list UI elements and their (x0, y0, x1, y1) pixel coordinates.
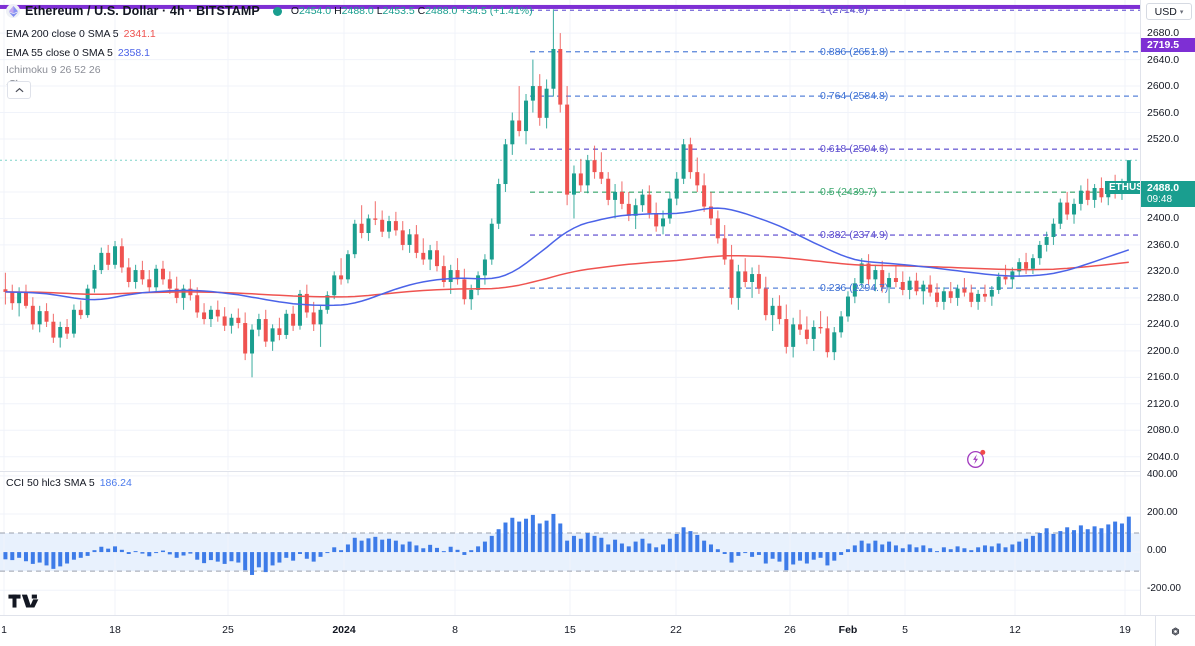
time-tick: Feb (838, 624, 858, 636)
price-chart-svg (0, 0, 1140, 470)
time-tick: 12 (1009, 624, 1021, 636)
price-tick: 2600.0 (1147, 80, 1180, 93)
indicator-legend-ema55[interactable]: EMA 55 close 0 SMA 5 2358.1 (6, 47, 150, 59)
price-tick: 2120.0 (1147, 397, 1180, 410)
time-tick: 5 (902, 624, 908, 636)
time-tick: 8 (452, 624, 458, 636)
time-tick: 18 (109, 624, 121, 636)
price-tick: 2560.0 (1147, 106, 1180, 119)
chart-settings-button[interactable] (1155, 616, 1195, 646)
indicator-value: 2358.1 (117, 47, 150, 59)
price-tick: 2360.0 (1147, 238, 1180, 251)
price-tick: 2200.0 (1147, 344, 1180, 357)
symbol-tag-text: ETHUSD (1109, 182, 1151, 193)
cci-chart-svg (0, 472, 1140, 615)
time-tick: 2024 (332, 624, 356, 636)
time-tick: 19 (1119, 624, 1131, 636)
indicator-value: 2341.1 (123, 28, 156, 40)
currency-value: USD (1154, 5, 1177, 18)
cci-tick: 200.00 (1147, 506, 1178, 518)
time-axis[interactable]: 1 18 25 2024 8 15 22 26 Feb 5 12 19 (0, 615, 1195, 646)
price-tick: 2040.0 (1147, 450, 1180, 463)
price-tick: 2320.0 (1147, 265, 1180, 278)
chevron-down-icon: ▾ (1179, 8, 1184, 16)
cci-indicator-pane[interactable] (0, 471, 1140, 615)
time-tick: 26 (784, 624, 796, 636)
cci-tick: 0.00 (1147, 545, 1167, 557)
price-tick: 2240.0 (1147, 318, 1180, 331)
tradingview-logo[interactable] (8, 592, 40, 611)
price-tick: 2280.0 (1147, 291, 1180, 304)
lightning-alert-icon[interactable] (966, 448, 987, 469)
price-tick: 2680.0 (1147, 27, 1180, 40)
indicator-legend-ema200[interactable]: EMA 200 close 0 SMA 5 2341.1 (6, 28, 156, 40)
cci-name: CCI 50 hlc3 SMA 5 (6, 477, 95, 489)
indicator-name: Ichimoku 9 26 52 26 (6, 64, 101, 76)
indicator-name: EMA 200 close 0 SMA 5 (6, 28, 119, 40)
fib-top-price-value: 2719.5 (1147, 39, 1180, 51)
price-tick: 2640.0 (1147, 53, 1180, 66)
gear-icon (1171, 626, 1180, 636)
current-price-value: 2488.0 (1147, 182, 1180, 194)
price-axis[interactable]: USD ▾ 2680.02640.02600.02560.02520.02440… (1140, 0, 1195, 615)
collapse-legend-button[interactable] (7, 81, 31, 99)
time-tick: 22 (670, 624, 682, 636)
cci-tick: -200.00 (1147, 583, 1181, 595)
current-price-time: 09:48 (1147, 194, 1173, 205)
time-tick: 15 (564, 624, 576, 636)
price-tick: 2400.0 (1147, 212, 1180, 225)
price-tick: 2080.0 (1147, 424, 1180, 437)
price-chart-pane[interactable] (0, 0, 1140, 470)
indicator-name: EMA 55 close 0 SMA 5 (6, 47, 113, 59)
cci-value: 186.24 (99, 477, 132, 489)
cci-indicator-legend[interactable]: CCI 50 hlc3 SMA 5 186.24 (6, 477, 132, 489)
current-price-label: 2488.0 09:48 (1141, 181, 1195, 207)
time-tick: 25 (222, 624, 234, 636)
cci-tick: 400.00 (1147, 468, 1178, 480)
price-tick: 2160.0 (1147, 371, 1180, 384)
price-tick: 2520.0 (1147, 133, 1180, 145)
time-tick: 1 (1, 624, 7, 636)
chevron-up-icon (15, 87, 23, 93)
currency-selector[interactable]: USD ▾ (1146, 3, 1192, 20)
fib-top-price-label: 2719.5 (1141, 38, 1195, 52)
